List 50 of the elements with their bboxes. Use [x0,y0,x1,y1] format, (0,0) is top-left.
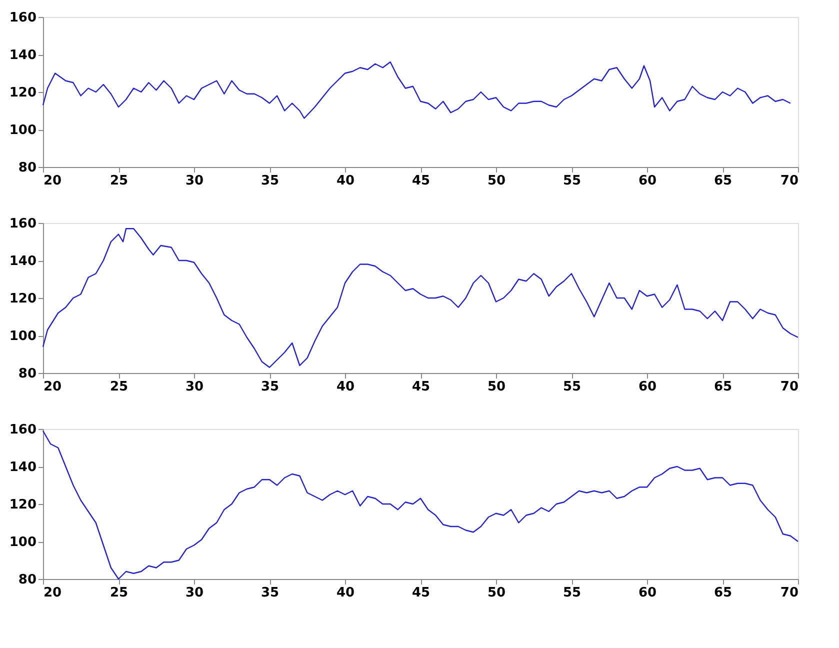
x-tick-label: 40 [336,586,355,600]
x-tick-label: 50 [487,174,506,188]
x-tick-label: 65 [714,380,732,394]
y-tick-label: 160 [9,216,36,232]
x-tick-label: 60 [638,380,657,394]
x-tick-label: 45 [412,174,430,188]
x-tick-label: 70 [780,586,798,600]
x-tick-label: 60 [638,586,657,600]
x-tick-label: 45 [412,586,430,600]
y-tick-label: 100 [9,329,36,344]
y-tick-label: 140 [9,48,36,63]
x-tick-label: 20 [44,586,62,600]
x-tick-label: 25 [110,174,128,188]
y-tick-label: 80 [18,366,36,382]
x-tick-label: 70 [780,380,798,394]
x-tick-label: 55 [562,586,582,600]
y-tick-label: 120 [9,498,36,512]
y-tick-label: 160 [9,10,36,26]
x-tick-label: 55 [562,174,582,188]
x-tick-label: 65 [714,586,732,600]
x-tick-label: 70 [780,174,798,188]
y-tick-label: 140 [9,460,36,475]
x-tick-label: 45 [412,380,430,394]
x-tick-label: 25 [110,380,128,394]
x-tick-label: 40 [336,174,355,188]
y-tick-label: 100 [9,123,36,138]
x-tick-label: 40 [336,380,355,394]
y-tick-label: 80 [18,160,36,176]
y-tick-label: 80 [18,572,36,588]
x-tick-label: 60 [638,174,657,188]
x-tick-label: 25 [110,586,128,600]
y-tick-label: 120 [9,292,36,306]
y-tick-label: 160 [9,422,36,438]
line-series [42,61,792,119]
y-tick-label: 100 [9,535,36,550]
y-tick-label: 140 [9,254,36,269]
x-tick-label: 35 [260,174,280,188]
x-tick-label: 30 [185,174,204,188]
x-tick-label: 50 [487,586,506,600]
x-tick-label: 35 [260,380,280,394]
y-tick-label: 120 [9,86,36,100]
x-tick-label: 65 [714,174,732,188]
x-tick-label: 30 [185,586,204,600]
x-tick-label: 20 [44,174,62,188]
x-tick-label: 20 [44,380,62,394]
line-series [42,228,799,368]
x-tick-label: 30 [185,380,204,394]
x-tick-label: 50 [487,380,506,394]
x-tick-label: 55 [562,380,582,394]
x-tick-label: 35 [260,586,280,600]
